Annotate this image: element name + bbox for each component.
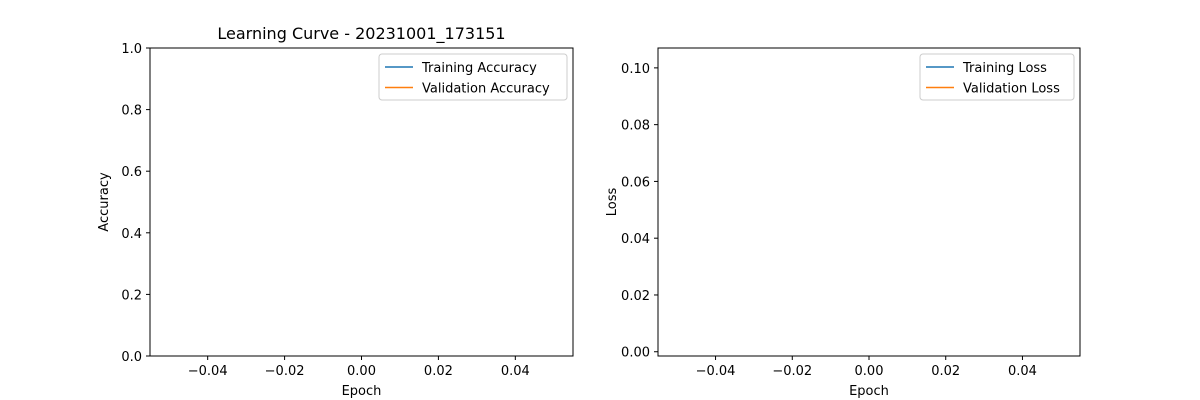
accuracy-y-tick-label: 0.4 bbox=[121, 227, 142, 242]
accuracy-chart-title: Learning Curve - 20231001_173151 bbox=[217, 24, 505, 44]
loss-y-tick-label: 0.10 bbox=[621, 62, 650, 77]
loss-y-axis: 0.00 0.02 0.04 0.06 0.08 0.10 bbox=[621, 62, 658, 361]
accuracy-y-tick-label: 0.8 bbox=[121, 104, 142, 119]
accuracy-y-tick-label: 1.0 bbox=[121, 42, 142, 57]
accuracy-x-tick-label: 0.00 bbox=[347, 364, 376, 379]
accuracy-y-tick-label: 0.2 bbox=[121, 288, 142, 303]
loss-legend-box bbox=[919, 53, 1075, 101]
loss-x-tick-label: 0.00 bbox=[855, 364, 884, 379]
loss-y-axis-label: Loss bbox=[605, 188, 620, 217]
loss-y-tick-label: 0.00 bbox=[621, 346, 650, 361]
loss-y-tick-label: 0.06 bbox=[621, 175, 650, 190]
accuracy-legend-label: Validation Accuracy bbox=[422, 82, 550, 97]
loss-y-tick-label: 0.04 bbox=[621, 232, 650, 247]
accuracy-x-tick-label: 0.02 bbox=[424, 364, 453, 379]
loss-x-axis-label: Epoch bbox=[849, 384, 889, 399]
loss-x-tick-label: −0.02 bbox=[772, 364, 812, 379]
loss-x-axis: −0.04 −0.02 0.00 0.02 0.04 bbox=[696, 356, 1037, 379]
loss-y-tick-label: 0.08 bbox=[621, 119, 650, 134]
loss-chart: −0.04 −0.02 0.00 0.02 0.04 0.000.020.040.060… bbox=[605, 47, 1081, 399]
accuracy-y-axis: 0.0 0.2 0.4 0.6 0.8 1.0 bbox=[121, 42, 150, 365]
accuracy-chart: Learning Curve - 20231001_173151 −0.04 −0… bbox=[97, 24, 574, 399]
accuracy-y-tick-label: 0.6 bbox=[121, 165, 142, 180]
accuracy-x-tick-label: −0.02 bbox=[265, 364, 305, 379]
accuracy-y-axis-label: Accuracy bbox=[97, 172, 112, 232]
accuracy-y-tick-label: 0.0 bbox=[121, 350, 142, 365]
accuracy-legend: Training Accuracy Validation Accuracy bbox=[378, 53, 568, 101]
accuracy-legend-label: Training Accuracy bbox=[421, 61, 537, 76]
loss-x-tick-label: 0.04 bbox=[1008, 364, 1037, 379]
accuracy-legend-box bbox=[378, 53, 568, 101]
accuracy-x-axis: −0.04 −0.02 0.00 0.02 0.04 bbox=[188, 356, 530, 379]
loss-y-tick-label: 0.02 bbox=[621, 289, 650, 304]
loss-x-tick-label: 0.02 bbox=[931, 364, 960, 379]
accuracy-x-tick-label: −0.04 bbox=[188, 364, 228, 379]
loss-legend-label: Training Loss bbox=[962, 61, 1047, 76]
loss-legend: Training Loss Validation Loss bbox=[919, 53, 1075, 101]
loss-x-tick-label: −0.04 bbox=[696, 364, 736, 379]
accuracy-x-axis-label: Epoch bbox=[342, 384, 382, 399]
loss-legend-label: Validation Loss bbox=[963, 82, 1060, 97]
accuracy-x-tick-label: 0.04 bbox=[501, 364, 530, 379]
